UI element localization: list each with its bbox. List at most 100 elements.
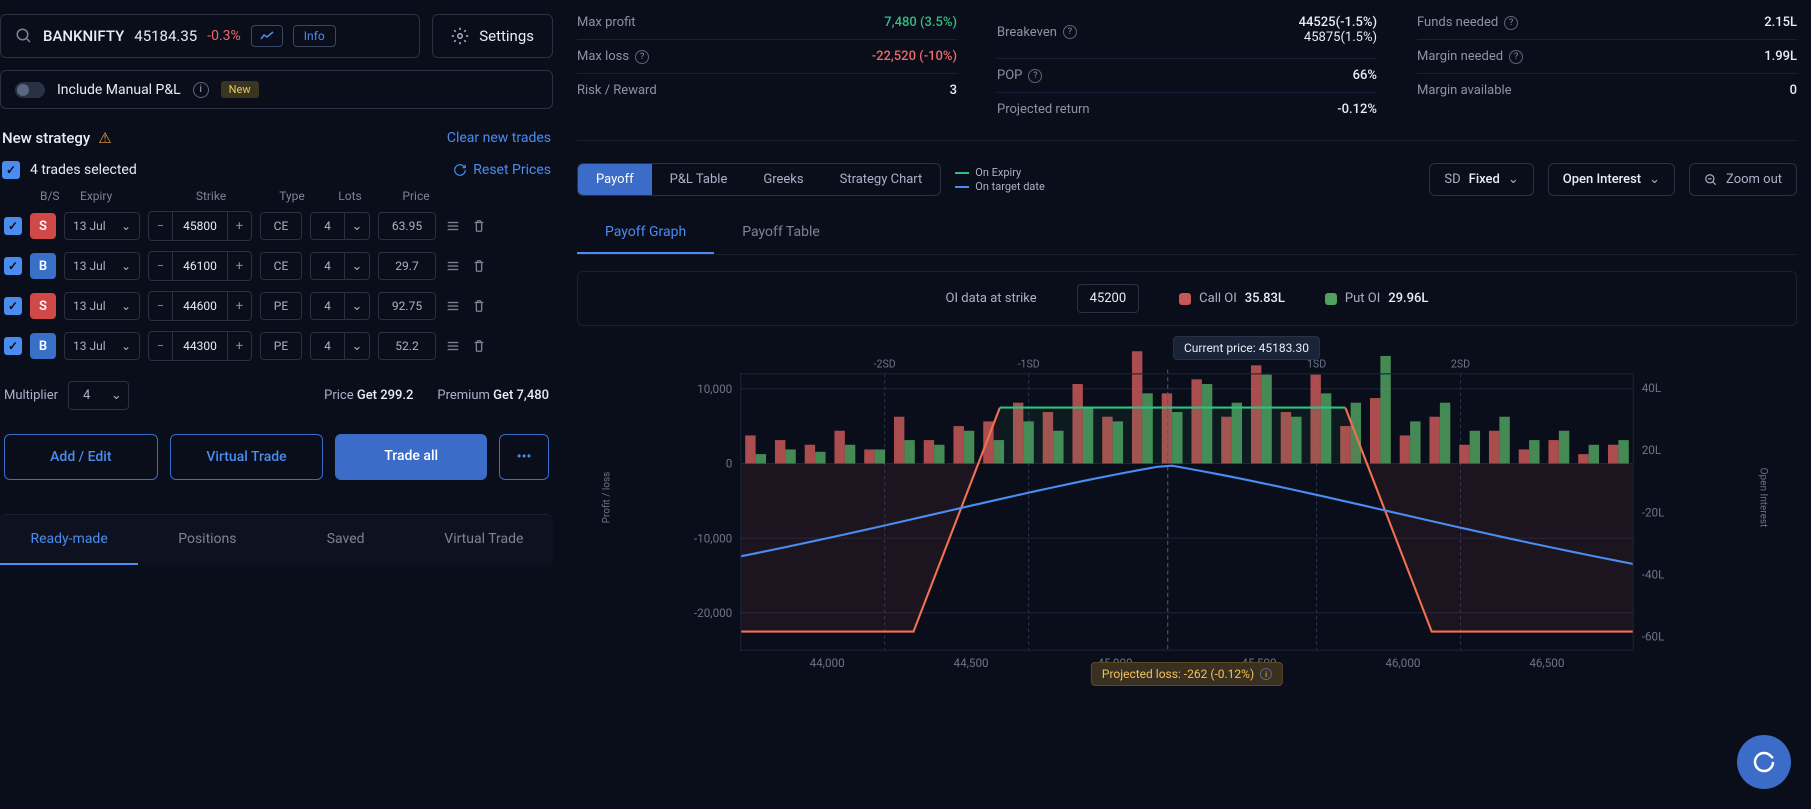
menu-icon[interactable] xyxy=(444,299,462,313)
strike-stepper[interactable]: −44600+ xyxy=(148,291,252,321)
lots-select[interactable]: 4⌄ xyxy=(310,292,370,320)
lots-select[interactable]: 4⌄ xyxy=(310,332,370,360)
sd-selector[interactable]: SD Fixed ⌄ xyxy=(1429,163,1533,196)
tab-virtual-trade[interactable]: Virtual Trade xyxy=(415,515,553,565)
price-input[interactable]: 29.7 xyxy=(378,252,436,280)
settings-button[interactable]: Settings xyxy=(432,14,553,58)
svg-text:20L: 20L xyxy=(1642,443,1661,457)
type-select[interactable]: PE xyxy=(260,332,302,360)
oi-strike-input[interactable]: 45200 xyxy=(1077,284,1140,313)
trade-row: ✓ B 13 Jul⌄ −46100+ CE 4⌄ 29.7 xyxy=(0,251,553,281)
lots-select[interactable]: 4⌄ xyxy=(310,212,370,240)
menu-icon[interactable] xyxy=(444,259,462,273)
expiry-select[interactable]: 13 Jul⌄ xyxy=(64,252,140,280)
tab-greeks[interactable]: Greeks xyxy=(745,164,821,195)
chevron-down-icon: ⌄ xyxy=(104,382,128,409)
svg-text:-60L: -60L xyxy=(1642,630,1665,644)
chart-legend: On Expiry On target date xyxy=(955,166,1045,194)
stat-row: Funds needed? 2.15L xyxy=(1417,6,1797,40)
row-checkbox[interactable]: ✓ xyxy=(4,217,22,235)
help-icon[interactable]: ? xyxy=(1504,16,1518,30)
tab-strategy-chart[interactable]: Strategy Chart xyxy=(822,164,941,195)
expiry-select[interactable]: 13 Jul⌄ xyxy=(64,292,140,320)
help-icon[interactable]: ? xyxy=(1509,50,1523,64)
lots-select[interactable]: 4⌄ xyxy=(310,252,370,280)
buy-sell-toggle[interactable]: S xyxy=(30,213,56,239)
svg-text:44,500: 44,500 xyxy=(954,656,989,670)
manual-label: Include Manual P&L xyxy=(57,82,181,98)
svg-text:0: 0 xyxy=(726,457,733,471)
stat-row: POP? 66% xyxy=(997,59,1377,93)
type-select[interactable]: PE xyxy=(260,292,302,320)
clear-trades-link[interactable]: Clear new trades xyxy=(447,130,551,146)
svg-text:-2SD: -2SD xyxy=(874,358,896,371)
expiry-select[interactable]: 13 Jul⌄ xyxy=(64,332,140,360)
delete-icon[interactable] xyxy=(470,339,488,353)
expiry-select[interactable]: 13 Jul⌄ xyxy=(64,212,140,240)
help-icon[interactable]: ? xyxy=(1063,25,1077,39)
delete-icon[interactable] xyxy=(470,299,488,313)
type-select[interactable]: CE xyxy=(260,252,302,280)
svg-text:44,000: 44,000 xyxy=(810,656,845,670)
virtual-trade-button[interactable]: Virtual Trade xyxy=(170,434,324,480)
tab-payoff-graph[interactable]: Payoff Graph xyxy=(577,212,714,254)
price-input[interactable]: 63.95 xyxy=(378,212,436,240)
tab-payoff-table[interactable]: Payoff Table xyxy=(714,212,848,254)
row-checkbox[interactable]: ✓ xyxy=(4,297,22,315)
info-icon[interactable]: i xyxy=(1260,668,1272,680)
stat-row: Max loss? -22,520 (-10%) xyxy=(577,40,957,74)
open-interest-selector[interactable]: Open Interest ⌄ xyxy=(1548,163,1675,196)
trade-all-button[interactable]: Trade all xyxy=(335,434,487,480)
tab-ready-made[interactable]: Ready-made xyxy=(0,515,138,565)
buy-sell-toggle[interactable]: B xyxy=(30,253,56,279)
warning-icon: ⚠ xyxy=(98,129,111,147)
menu-icon[interactable] xyxy=(444,339,462,353)
info-button[interactable]: Info xyxy=(293,25,336,47)
new-badge: New xyxy=(221,81,259,98)
search-icon xyxy=(15,27,33,45)
strike-stepper[interactable]: −45800+ xyxy=(148,211,252,241)
select-all-checkbox[interactable]: ✓ xyxy=(2,161,20,179)
delete-icon[interactable] xyxy=(470,219,488,233)
more-button[interactable]: ••• xyxy=(499,434,549,480)
stat-row: Margin available 0 xyxy=(1417,74,1797,107)
tab-p-l-table[interactable]: P&L Table xyxy=(652,164,746,195)
delete-icon[interactable] xyxy=(470,259,488,273)
row-checkbox[interactable]: ✓ xyxy=(4,257,22,275)
chart-button[interactable] xyxy=(251,25,283,47)
price-input[interactable]: 52.2 xyxy=(378,332,436,360)
multiplier-input[interactable]: 4 ⌄ xyxy=(68,381,129,410)
svg-text:40L: 40L xyxy=(1642,381,1661,395)
buy-sell-toggle[interactable]: B xyxy=(30,333,56,359)
svg-text:-1SD: -1SD xyxy=(1018,358,1040,371)
strike-stepper[interactable]: −44300+ xyxy=(148,331,252,361)
row-checkbox[interactable]: ✓ xyxy=(4,337,22,355)
trade-row: ✓ B 13 Jul⌄ −44300+ PE 4⌄ 52.2 xyxy=(0,331,553,361)
strike-stepper[interactable]: −46100+ xyxy=(148,251,252,281)
trade-table-header: B/S Expiry Strike Type Lots Price xyxy=(0,189,553,211)
svg-text:-10,000: -10,000 xyxy=(694,531,732,545)
projected-loss-tag: Projected loss: -262 (-0.12%) i xyxy=(1091,662,1283,686)
ticker-symbol: BANKNIFTY xyxy=(43,27,124,45)
ticker-change: -0.3% xyxy=(207,28,241,44)
price-input[interactable]: 92.75 xyxy=(378,292,436,320)
reset-prices-link[interactable]: Reset Prices xyxy=(453,162,551,178)
type-select[interactable]: CE xyxy=(260,212,302,240)
buy-sell-toggle[interactable]: S xyxy=(30,293,56,319)
help-icon[interactable]: ? xyxy=(635,50,649,64)
menu-icon[interactable] xyxy=(444,219,462,233)
fab-button[interactable] xyxy=(1737,735,1791,789)
zoom-out-button[interactable]: Zoom out xyxy=(1689,163,1797,196)
payoff-chart[interactable]: Current price: 45183.30 Profit / loss Op… xyxy=(587,342,1787,682)
manual-toggle[interactable] xyxy=(15,82,45,98)
trade-row: ✓ S 13 Jul⌄ −44600+ PE 4⌄ 92.75 xyxy=(0,291,553,321)
add-edit-button[interactable]: Add / Edit xyxy=(4,434,158,480)
svg-text:46,500: 46,500 xyxy=(1529,656,1564,670)
current-price-tag: Current price: 45183.30 xyxy=(1173,336,1320,360)
tab-positions[interactable]: Positions xyxy=(138,515,276,565)
ticker-search[interactable]: BANKNIFTY 45184.35 -0.3% Info xyxy=(0,14,420,58)
tab-payoff[interactable]: Payoff xyxy=(578,164,652,195)
tab-saved[interactable]: Saved xyxy=(277,515,415,565)
info-icon[interactable]: i xyxy=(193,82,209,98)
help-icon[interactable]: ? xyxy=(1028,69,1042,83)
